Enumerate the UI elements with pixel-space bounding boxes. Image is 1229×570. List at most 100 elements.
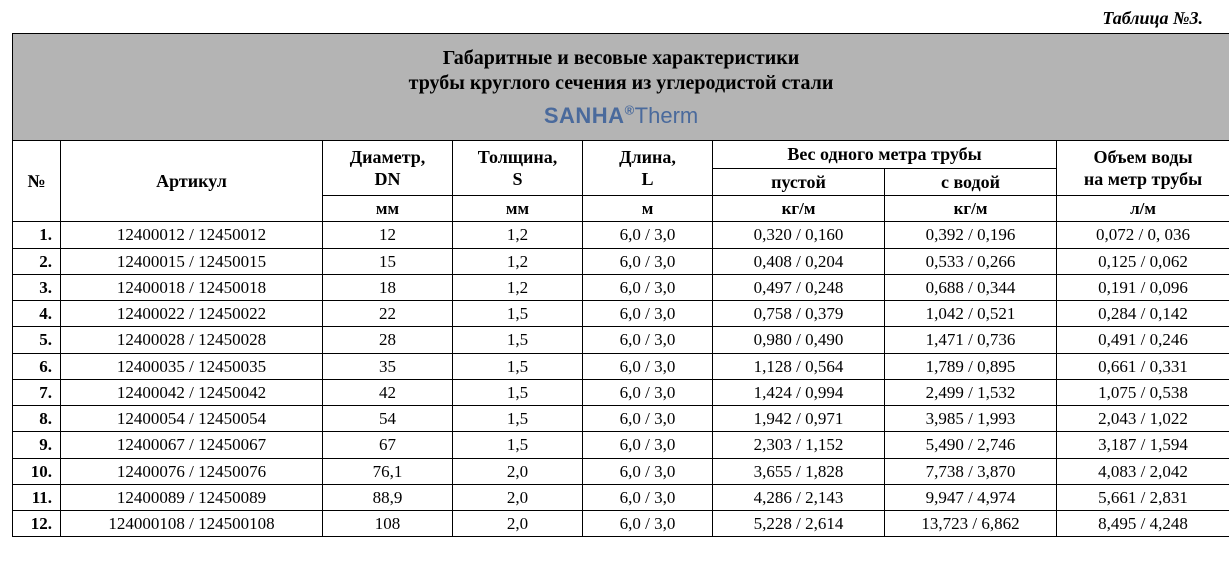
table-row: 6. 12400035 / 12450035 35 1,5 6,0 / 3,0 … xyxy=(13,353,1229,379)
cell-weight-empty: 0,497 / 0,248 xyxy=(713,274,885,300)
cell-thickness: 2,0 xyxy=(453,484,583,510)
table-row: 2. 12400015 / 12450015 15 1,2 6,0 / 3,0 … xyxy=(13,248,1229,274)
cell-article: 12400076 / 12450076 xyxy=(61,458,323,484)
cell-article: 12400089 / 12450089 xyxy=(61,484,323,510)
col-weight-group: Вес одного метра трубы xyxy=(713,141,1057,169)
cell-weight-full: 3,985 / 1,993 xyxy=(885,406,1057,432)
cell-weight-full: 1,789 / 0,895 xyxy=(885,353,1057,379)
cell-weight-empty: 0,758 / 0,379 xyxy=(713,301,885,327)
cell-thickness: 1,5 xyxy=(453,353,583,379)
cell-weight-full: 5,490 / 2,746 xyxy=(885,432,1057,458)
cell-diameter: 42 xyxy=(323,379,453,405)
cell-length: 6,0 / 3,0 xyxy=(583,327,713,353)
cell-number: 10. xyxy=(13,458,61,484)
cell-weight-full: 9,947 / 4,974 xyxy=(885,484,1057,510)
cell-weight-empty: 2,303 / 1,152 xyxy=(713,432,885,458)
cell-volume: 1,075 / 0,538 xyxy=(1057,379,1229,405)
col-number: № xyxy=(13,141,61,222)
cell-diameter: 15 xyxy=(323,248,453,274)
cell-weight-full: 1,471 / 0,736 xyxy=(885,327,1057,353)
table-row: 11. 12400089 / 12450089 88,9 2,0 6,0 / 3… xyxy=(13,484,1229,510)
cell-volume: 0,661 / 0,331 xyxy=(1057,353,1229,379)
col-weight-empty: пустой xyxy=(713,168,885,196)
cell-weight-empty: 0,320 / 0,160 xyxy=(713,222,885,248)
cell-number: 11. xyxy=(13,484,61,510)
cell-weight-empty: 1,424 / 0,994 xyxy=(713,379,885,405)
cell-volume: 3,187 / 1,594 xyxy=(1057,432,1229,458)
spec-table: Габаритные и весовые характеристики труб… xyxy=(12,33,1229,537)
cell-diameter: 108 xyxy=(323,511,453,537)
cell-diameter: 28 xyxy=(323,327,453,353)
cell-length: 6,0 / 3,0 xyxy=(583,274,713,300)
cell-thickness: 1,2 xyxy=(453,248,583,274)
cell-weight-full: 0,392 / 0,196 xyxy=(885,222,1057,248)
cell-volume: 5,661 / 2,831 xyxy=(1057,484,1229,510)
cell-number: 7. xyxy=(13,379,61,405)
cell-thickness: 2,0 xyxy=(453,458,583,484)
cell-thickness: 1,2 xyxy=(453,274,583,300)
unit-length: м xyxy=(583,196,713,222)
cell-volume: 0,191 / 0,096 xyxy=(1057,274,1229,300)
cell-length: 6,0 / 3,0 xyxy=(583,484,713,510)
col-thickness: Толщина,S xyxy=(453,141,583,196)
title-line-1: Габаритные и весовые характеристики xyxy=(17,46,1225,71)
table-row: 8. 12400054 / 12450054 54 1,5 6,0 / 3,0 … xyxy=(13,406,1229,432)
cell-length: 6,0 / 3,0 xyxy=(583,511,713,537)
col-volume: Объем водына метр трубы xyxy=(1057,141,1229,196)
cell-diameter: 12 xyxy=(323,222,453,248)
cell-article: 124000108 / 124500108 xyxy=(61,511,323,537)
cell-length: 6,0 / 3,0 xyxy=(583,248,713,274)
cell-length: 6,0 / 3,0 xyxy=(583,406,713,432)
cell-length: 6,0 / 3,0 xyxy=(583,353,713,379)
cell-weight-full: 13,723 / 6,862 xyxy=(885,511,1057,537)
cell-length: 6,0 / 3,0 xyxy=(583,301,713,327)
table-row: 4. 12400022 / 12450022 22 1,5 6,0 / 3,0 … xyxy=(13,301,1229,327)
table-title: Габаритные и весовые характеристики труб… xyxy=(13,34,1229,141)
table-caption: Таблица №3. xyxy=(12,8,1217,33)
cell-article: 12400022 / 12450022 xyxy=(61,301,323,327)
cell-weight-full: 7,738 / 3,870 xyxy=(885,458,1057,484)
cell-diameter: 67 xyxy=(323,432,453,458)
cell-thickness: 1,2 xyxy=(453,222,583,248)
cell-number: 4. xyxy=(13,301,61,327)
cell-article: 12400012 / 12450012 xyxy=(61,222,323,248)
table-row: 12. 124000108 / 124500108 108 2,0 6,0 / … xyxy=(13,511,1229,537)
cell-weight-empty: 1,128 / 0,564 xyxy=(713,353,885,379)
cell-diameter: 54 xyxy=(323,406,453,432)
table-row: 9. 12400067 / 12450067 67 1,5 6,0 / 3,0 … xyxy=(13,432,1229,458)
cell-diameter: 76,1 xyxy=(323,458,453,484)
cell-number: 3. xyxy=(13,274,61,300)
unit-volume: л/м xyxy=(1057,196,1229,222)
cell-weight-full: 1,042 / 0,521 xyxy=(885,301,1057,327)
cell-volume: 0,125 / 0,062 xyxy=(1057,248,1229,274)
cell-number: 8. xyxy=(13,406,61,432)
unit-diameter: мм xyxy=(323,196,453,222)
cell-volume: 0,491 / 0,246 xyxy=(1057,327,1229,353)
cell-volume: 0,072 / 0, 036 xyxy=(1057,222,1229,248)
cell-volume: 0,284 / 0,142 xyxy=(1057,301,1229,327)
cell-article: 12400028 / 12450028 xyxy=(61,327,323,353)
cell-number: 1. xyxy=(13,222,61,248)
table-row: 7. 12400042 / 12450042 42 1,5 6,0 / 3,0 … xyxy=(13,379,1229,405)
brand-name: SANHA® xyxy=(544,103,635,128)
cell-weight-empty: 3,655 / 1,828 xyxy=(713,458,885,484)
cell-volume: 8,495 / 4,248 xyxy=(1057,511,1229,537)
cell-diameter: 35 xyxy=(323,353,453,379)
cell-weight-empty: 0,408 / 0,204 xyxy=(713,248,885,274)
table-row: 3. 12400018 / 12450018 18 1,2 6,0 / 3,0 … xyxy=(13,274,1229,300)
cell-article: 12400015 / 12450015 xyxy=(61,248,323,274)
cell-thickness: 1,5 xyxy=(453,406,583,432)
cell-thickness: 1,5 xyxy=(453,301,583,327)
col-article: Артикул xyxy=(61,141,323,222)
cell-weight-full: 0,688 / 0,344 xyxy=(885,274,1057,300)
unit-weight-empty: кг/м xyxy=(713,196,885,222)
cell-article: 12400018 / 12450018 xyxy=(61,274,323,300)
title-line-2: трубы круглого сечения из углеродистой с… xyxy=(17,71,1225,96)
cell-number: 5. xyxy=(13,327,61,353)
cell-diameter: 18 xyxy=(323,274,453,300)
cell-length: 6,0 / 3,0 xyxy=(583,458,713,484)
cell-article: 12400067 / 12450067 xyxy=(61,432,323,458)
cell-thickness: 1,5 xyxy=(453,379,583,405)
cell-number: 9. xyxy=(13,432,61,458)
cell-weight-empty: 4,286 / 2,143 xyxy=(713,484,885,510)
